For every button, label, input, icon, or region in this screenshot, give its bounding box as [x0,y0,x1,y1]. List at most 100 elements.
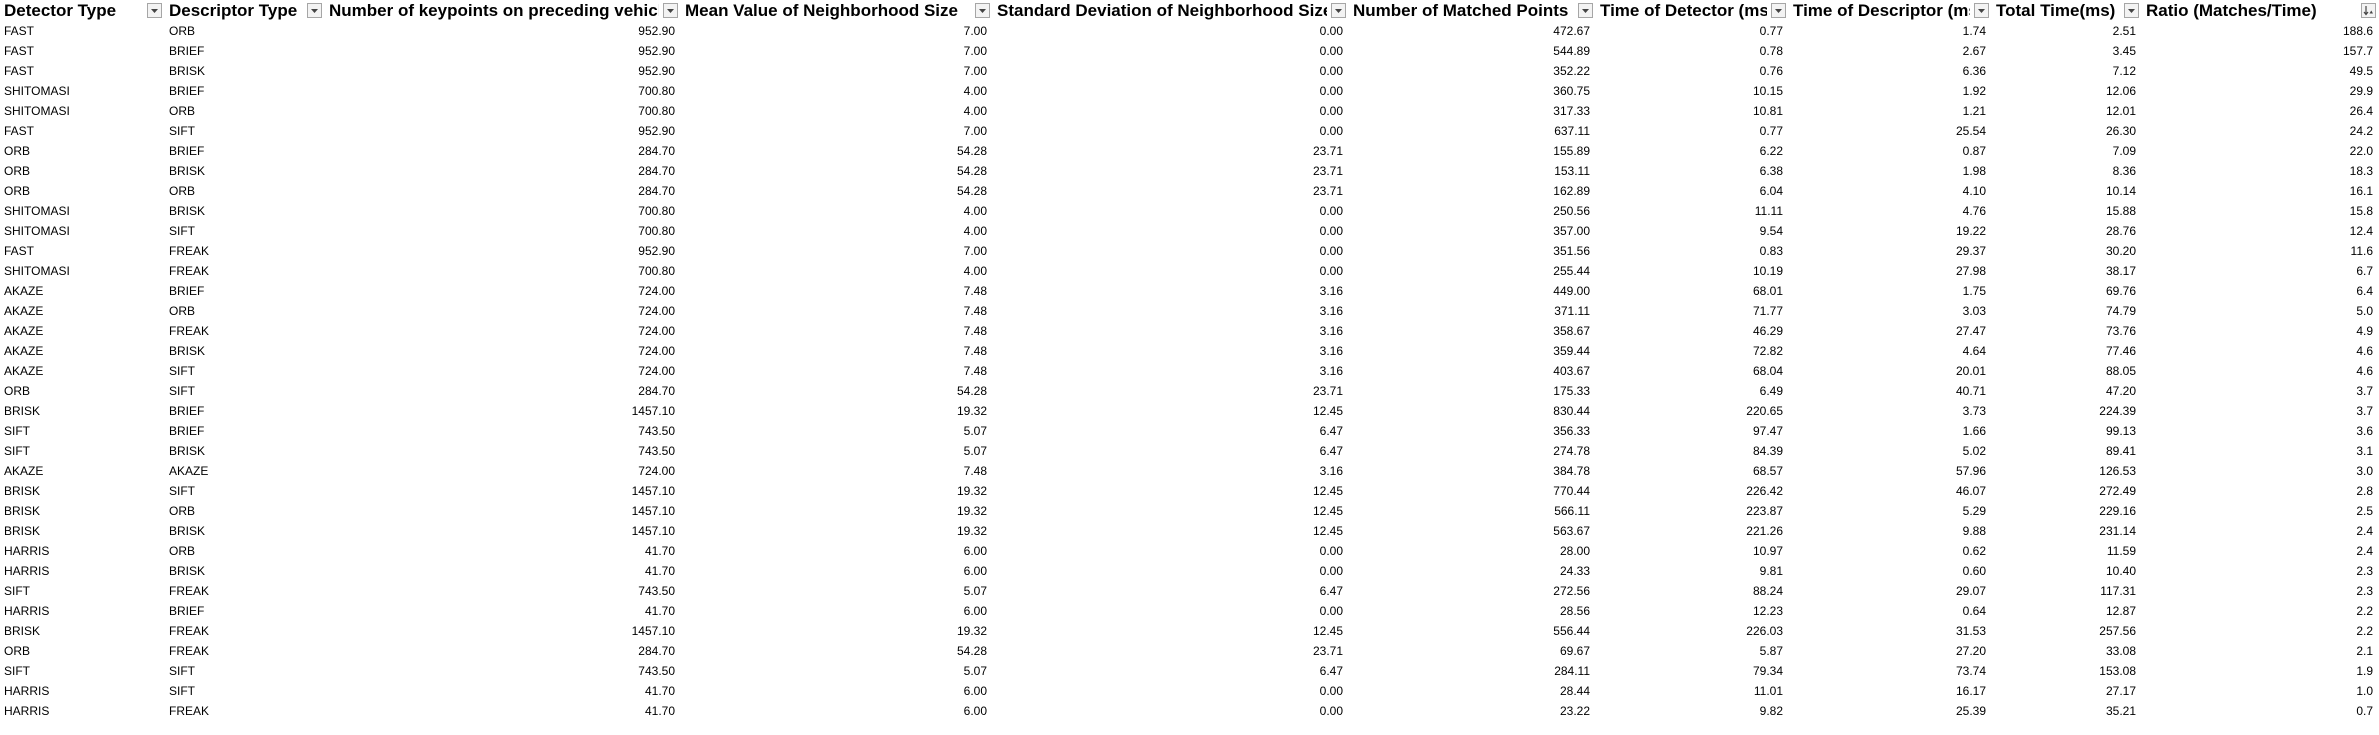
table-cell[interactable]: 41.70 [644,704,675,718]
table-cell[interactable]: 46.29 [1752,324,1783,338]
table-cell[interactable]: 4.00 [963,104,987,118]
table-cell[interactable]: BRISK [4,524,41,538]
table-cell[interactable]: 830.44 [1553,404,1590,418]
table-cell[interactable]: 770.44 [1553,484,1590,498]
table-cell[interactable]: 5.02 [1962,444,1986,458]
table-cell[interactable]: SIFT [4,444,30,458]
table-cell[interactable]: 0.00 [1319,244,1343,258]
table-cell[interactable]: 3.1 [2356,444,2373,458]
table-cell[interactable]: 12.45 [1312,484,1343,498]
table-cell[interactable]: 1.98 [1962,164,1986,178]
table-cell[interactable]: 371.11 [1554,304,1590,318]
table-cell[interactable]: 88.24 [1752,584,1783,598]
table-cell[interactable]: 29.07 [1955,584,1986,598]
table-cell[interactable]: 18.3 [2349,164,2373,178]
table-cell[interactable]: 743.50 [638,584,675,598]
table-cell[interactable]: 10.19 [1752,264,1783,278]
table-cell[interactable]: 2.51 [2112,24,2136,38]
table-cell[interactable]: 99.13 [2105,424,2136,438]
table-cell[interactable]: 28.44 [1559,684,1590,698]
table-cell[interactable]: BRISK [4,624,41,638]
table-cell[interactable]: 25.54 [1955,124,1986,138]
table-cell[interactable]: 6.7 [2356,264,2373,278]
table-cell[interactable]: BRISK [4,504,41,518]
table-cell[interactable]: FREAK [169,644,210,658]
table-cell[interactable]: 1.0 [2356,684,2373,698]
table-cell[interactable]: BRISK [169,524,206,538]
table-cell[interactable]: FREAK [169,244,210,258]
table-cell[interactable]: 27.17 [2105,684,2136,698]
table-cell[interactable]: 24.33 [1559,564,1590,578]
table-cell[interactable]: 12.23 [1752,604,1783,618]
table-cell[interactable]: 284.70 [638,184,675,198]
table-cell[interactable]: 743.50 [638,444,675,458]
table-cell[interactable]: 54.28 [956,164,987,178]
table-cell[interactable]: 12.01 [2105,104,2136,118]
table-cell[interactable]: 2.3 [2356,584,2373,598]
table-cell[interactable]: 700.80 [638,264,675,278]
table-cell[interactable]: 6.00 [963,544,987,558]
table-cell[interactable]: 0.00 [1319,204,1343,218]
filter-dropdown-button[interactable] [147,3,162,18]
table-cell[interactable]: 724.00 [638,324,675,338]
table-cell[interactable]: 724.00 [638,284,675,298]
table-cell[interactable]: 12.87 [2105,604,2136,618]
table-cell[interactable]: 0.64 [1962,604,1986,618]
table-cell[interactable]: 35.21 [2105,704,2136,718]
table-cell[interactable]: 1.75 [1962,284,1986,298]
table-cell[interactable]: 352.22 [1553,64,1590,78]
table-cell[interactable]: 724.00 [638,464,675,478]
table-cell[interactable]: 3.16 [1319,324,1343,338]
table-cell[interactable]: 952.90 [638,244,675,258]
table-cell[interactable]: 30.20 [2105,244,2136,258]
table-cell[interactable]: ORB [169,24,196,38]
table-cell[interactable]: SIFT [169,224,195,238]
table-cell[interactable]: 284.70 [638,164,675,178]
table-cell[interactable]: SHITOMASI [4,104,70,118]
table-cell[interactable]: ORB [169,544,196,558]
table-cell[interactable]: 28.56 [1559,604,1590,618]
table-cell[interactable]: SHITOMASI [4,84,70,98]
table-cell[interactable]: 7.48 [963,344,987,358]
table-cell[interactable]: 226.42 [1746,484,1783,498]
table-cell[interactable]: FREAK [169,624,210,638]
table-cell[interactable]: 12.45 [1312,524,1343,538]
table-cell[interactable]: 229.16 [2099,504,2136,518]
table-cell[interactable]: 7.48 [963,304,987,318]
table-cell[interactable]: 71.77 [1752,304,1783,318]
table-cell[interactable]: 1.9 [2356,664,2373,678]
table-cell[interactable]: 6.47 [1319,444,1343,458]
table-cell[interactable]: 359.44 [1553,344,1590,358]
table-cell[interactable]: BRISK [169,444,206,458]
table-cell[interactable]: 6.00 [963,604,987,618]
filter-dropdown-button[interactable] [1771,3,1786,18]
table-cell[interactable]: ORB [169,304,196,318]
table-cell[interactable]: 7.00 [963,124,987,138]
table-cell[interactable]: 26.4 [2349,104,2373,118]
table-cell[interactable]: 360.75 [1553,84,1590,98]
table-cell[interactable]: 33.08 [2105,644,2136,658]
table-cell[interactable]: FAST [4,44,35,58]
table-cell[interactable]: 6.49 [1759,384,1783,398]
table-cell[interactable]: 1.21 [1962,104,1986,118]
table-cell[interactable]: 1457.10 [631,404,675,418]
table-cell[interactable]: 4.10 [1962,184,1986,198]
table-cell[interactable]: 12.4 [2349,224,2373,238]
table-cell[interactable]: 0.78 [1759,44,1783,58]
table-cell[interactable]: FAST [4,124,35,138]
table-cell[interactable]: 29.9 [2349,84,2373,98]
table-cell[interactable]: 27.98 [1955,264,1986,278]
filter-dropdown-button[interactable] [1974,3,1989,18]
table-cell[interactable]: BRISK [169,564,206,578]
table-cell[interactable]: 49.5 [2349,64,2373,78]
table-cell[interactable]: 162.89 [1553,184,1590,198]
table-cell[interactable]: 221.26 [1746,524,1783,538]
table-cell[interactable]: 700.80 [638,204,675,218]
table-cell[interactable]: 54.28 [956,384,987,398]
table-cell[interactable]: 19.32 [956,484,987,498]
table-cell[interactable]: 23.71 [1312,144,1343,158]
table-cell[interactable]: 0.00 [1319,604,1343,618]
table-cell[interactable]: 7.00 [963,44,987,58]
table-cell[interactable]: 449.00 [1553,284,1590,298]
table-cell[interactable]: 403.67 [1553,364,1590,378]
